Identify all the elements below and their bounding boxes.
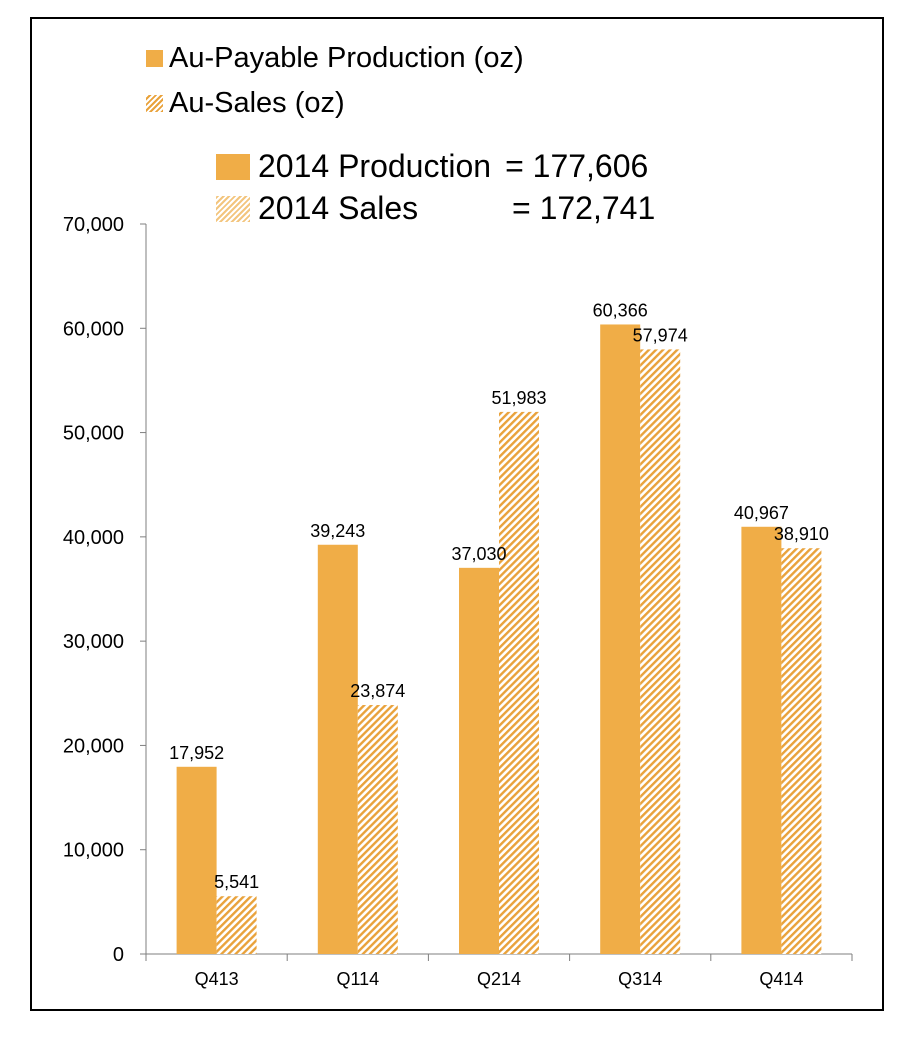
y-tick-label: 40,000 — [63, 527, 124, 549]
data-labels: 17,952 5,541 39,243 23,874 37,030 51,983 60,36… — [169, 300, 829, 892]
legend-label-production: Au-Payable Production (oz) — [169, 42, 524, 74]
production-bar — [317, 544, 358, 954]
summary-swatch-production — [216, 153, 250, 180]
sales-data-label: 51,983 — [491, 388, 546, 408]
production-data-label: 17,952 — [169, 743, 224, 763]
summary-sales-value: = 172,741 — [512, 190, 656, 226]
production-bar — [459, 567, 499, 954]
sales-data-label: 38,910 — [774, 524, 829, 544]
sales-data-label: 5,541 — [214, 872, 259, 892]
production-data-label: 60,366 — [593, 300, 648, 320]
summary-production-value: = 177,606 — [505, 148, 649, 184]
sales-bar — [499, 411, 539, 954]
x-tick-label: Q314 — [618, 969, 662, 989]
y-tick-label: 60,000 — [63, 318, 124, 340]
sales-bar — [640, 349, 681, 954]
chart-frame — [30, 17, 884, 1011]
sales-data-label: 23,874 — [350, 681, 405, 701]
production-bar — [600, 324, 641, 954]
production-data-label: 40,967 — [734, 503, 789, 523]
summary-swatch-sales — [216, 195, 250, 222]
y-tick-label: 70,000 — [63, 214, 124, 236]
sales-bar — [216, 896, 257, 954]
summary-sales-label: 2014 Sales — [258, 190, 419, 226]
x-tick-label: Q214 — [477, 969, 521, 989]
summary-sales: 2014 Sales = 172,741 — [216, 190, 655, 227]
y-tick-label: 50,000 — [63, 423, 124, 445]
production-data-label: 39,243 — [310, 521, 365, 541]
legend-sales: Au-Sales (oz) — [146, 87, 345, 120]
x-tick-label: Q413 — [195, 969, 239, 989]
production-data-label: 37,030 — [451, 544, 506, 564]
y-tick-label: 10,000 — [63, 840, 124, 862]
legend-swatch-production — [146, 50, 163, 67]
x-tick-label: Q114 — [336, 969, 379, 989]
y-tick-label: 30,000 — [63, 631, 124, 653]
summary-production: 2014 Production = 177,606 — [216, 148, 648, 185]
sales-bar — [357, 705, 398, 954]
sales-data-label: 57,974 — [633, 325, 688, 345]
legend-label-sales: Au-Sales (oz) — [169, 87, 345, 119]
y-tick-label: 20,000 — [63, 735, 124, 757]
summary-production-label: 2014 Production — [258, 148, 492, 184]
bars — [176, 324, 822, 954]
legend-swatch-sales — [146, 95, 163, 112]
legend-production: Au-Payable Production (oz) — [146, 42, 524, 75]
production-bar — [176, 766, 217, 954]
sales-bar — [781, 548, 822, 954]
x-tick-label: Q414 — [759, 969, 803, 989]
y-tick-label: 0 — [113, 944, 124, 966]
production-bar — [741, 526, 782, 954]
